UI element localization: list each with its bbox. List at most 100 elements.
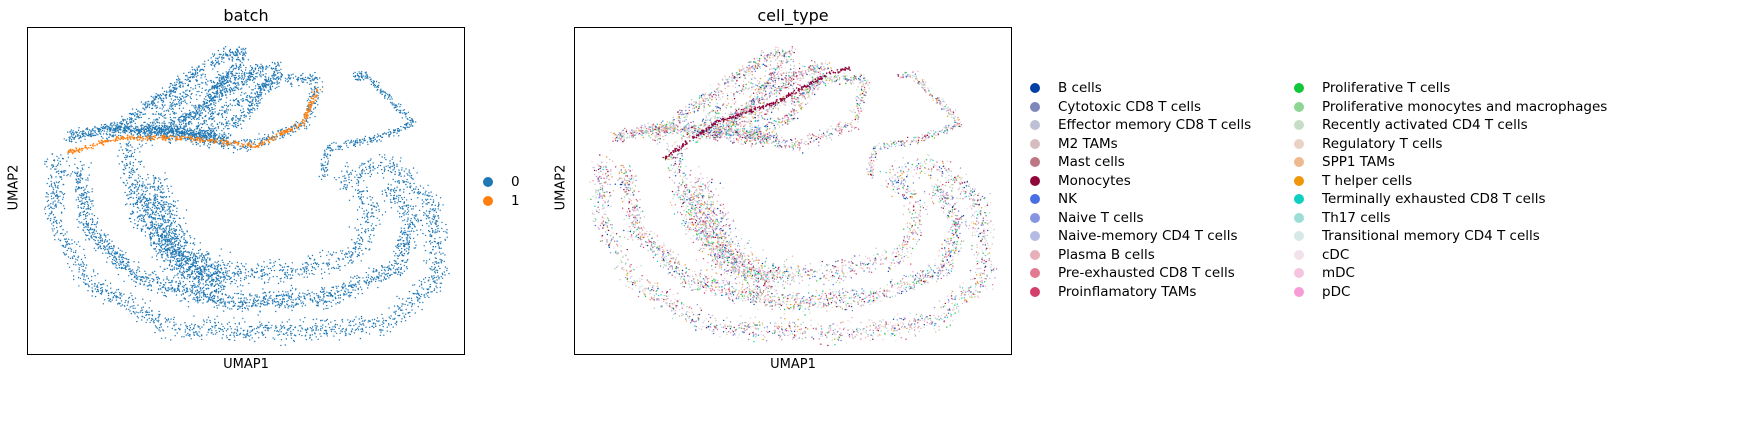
scatter-point xyxy=(231,73,234,75)
scatter-point xyxy=(159,282,162,284)
scatter-point xyxy=(79,181,81,183)
scatter-point xyxy=(61,192,63,194)
scatter-point xyxy=(53,221,55,223)
scatter-point xyxy=(242,317,244,320)
scatter-point xyxy=(318,264,320,266)
scatter-point xyxy=(355,242,357,244)
scatter-point xyxy=(193,74,195,76)
scatter-point xyxy=(212,80,215,83)
scatter-point xyxy=(244,51,247,53)
scatter-point xyxy=(225,93,227,96)
scatter-point xyxy=(350,256,352,259)
scatter-point xyxy=(174,86,176,89)
scatter-point xyxy=(165,258,167,260)
scatter-point xyxy=(210,95,212,97)
scatter-point xyxy=(97,217,99,220)
scatter-point xyxy=(229,334,232,336)
scatter-point xyxy=(55,205,57,207)
scatter-point xyxy=(385,158,387,161)
scatter-point xyxy=(197,261,199,263)
scatter-point xyxy=(372,215,375,218)
scatter-point xyxy=(116,251,119,253)
scatter-point xyxy=(261,300,264,302)
scatter-point xyxy=(405,243,407,246)
scatter-point xyxy=(130,156,132,158)
scatter-point xyxy=(222,53,225,55)
scatter-point xyxy=(438,203,440,206)
scatter-point xyxy=(130,168,133,171)
scatter-point xyxy=(303,276,305,278)
scatter-point xyxy=(128,167,131,169)
scatter-point xyxy=(148,274,150,276)
scatter-point xyxy=(214,333,217,335)
scatter-point xyxy=(226,53,228,56)
scatter-point xyxy=(44,206,47,208)
scatter-point xyxy=(418,285,421,287)
scatter-point xyxy=(332,295,334,297)
scatter-point xyxy=(393,250,395,253)
scatter-point xyxy=(249,275,252,278)
scatter-point xyxy=(396,263,398,265)
scatter-point xyxy=(280,339,283,341)
scatter-point xyxy=(191,285,194,287)
scatter-point xyxy=(175,290,177,293)
scatter-point xyxy=(238,68,240,71)
scatter-point xyxy=(241,77,244,79)
scatter-point xyxy=(193,315,195,317)
scatter-point xyxy=(177,246,179,249)
scatter-point xyxy=(354,329,357,331)
scatter-point xyxy=(434,272,437,274)
scatter-point xyxy=(357,253,359,256)
scatter-point xyxy=(179,328,181,330)
scatter-point xyxy=(237,83,239,85)
scatter-point xyxy=(131,152,133,155)
scatter-point xyxy=(360,331,363,333)
scatter-point xyxy=(132,301,135,303)
scatter-point xyxy=(91,283,93,285)
scatter-point xyxy=(246,302,248,304)
scatter-point xyxy=(175,323,177,325)
scatter-point xyxy=(406,186,408,188)
scatter-point xyxy=(186,289,188,292)
scatter-point xyxy=(196,333,198,336)
scatter-point xyxy=(125,308,128,310)
scatter-point xyxy=(409,311,411,314)
scatter-point xyxy=(54,216,57,218)
scatter-point xyxy=(195,293,198,296)
scatter-point xyxy=(386,267,388,269)
scatter-point xyxy=(165,289,167,291)
scatter-point xyxy=(211,299,214,301)
scatter-point xyxy=(433,289,435,292)
scatter-point xyxy=(106,285,109,287)
scatter-point xyxy=(281,300,284,303)
scatter-point xyxy=(135,179,137,181)
scatter-point xyxy=(236,293,238,295)
scatter-point xyxy=(243,73,245,75)
scatter-point xyxy=(357,293,359,295)
scatter-point xyxy=(258,327,260,329)
scatter-point xyxy=(288,274,290,276)
scatter-point xyxy=(237,334,239,336)
scatter-point xyxy=(428,241,431,243)
scatter-point xyxy=(100,284,103,286)
scatter-point xyxy=(206,84,208,86)
scatter-point xyxy=(307,264,310,266)
scatter-point xyxy=(212,263,214,265)
scatter-point xyxy=(160,112,162,115)
scatter-point xyxy=(286,269,289,271)
scatter-point xyxy=(360,236,362,238)
scatter-point xyxy=(198,331,200,333)
scatter-point xyxy=(187,332,189,335)
scatter-point xyxy=(119,143,121,145)
scatter-point xyxy=(215,57,217,59)
scatter-point xyxy=(148,307,150,309)
scatter-point xyxy=(407,258,409,261)
scatter-point xyxy=(249,70,251,72)
scatter-point xyxy=(267,274,269,276)
scatter-point xyxy=(198,65,200,67)
scatter-point xyxy=(77,196,79,199)
scatter-point xyxy=(152,100,155,102)
scatter-point xyxy=(82,194,85,197)
scatter-point xyxy=(77,188,79,190)
scatter-point xyxy=(187,94,189,97)
